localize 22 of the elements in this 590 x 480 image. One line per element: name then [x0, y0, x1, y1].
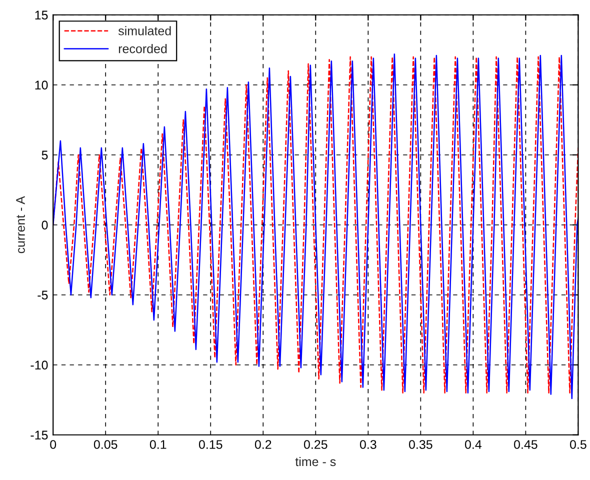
x-tick-label: 0.05 — [94, 440, 118, 449]
y-tick-label: -5 — [38, 290, 48, 300]
x-tick-label: 0.1 — [150, 440, 166, 449]
y-tick-label: 0 — [42, 220, 48, 230]
x-tick-label: 0.5 — [570, 440, 586, 449]
x-tick-label: 0.3 — [360, 440, 376, 449]
legend-label: recorded — [118, 44, 167, 54]
y-axis-title: current - A — [16, 196, 25, 254]
x-axis-title: time - s — [295, 456, 336, 466]
x-tick-label: 0 — [50, 440, 56, 449]
y-tick-label: 10 — [35, 80, 48, 90]
y-tick-label: 15 — [35, 10, 48, 20]
x-tick-label: 0.4 — [464, 440, 482, 449]
y-tick-label: -10 — [30, 360, 48, 370]
y-tick-label: 5 — [42, 150, 48, 160]
x-tick-label: 0.35 — [408, 440, 432, 449]
x-tick-label: 0.15 — [198, 440, 222, 449]
x-tick-label: 0.25 — [304, 440, 328, 449]
x-tick-label: 0.45 — [514, 440, 538, 449]
x-tick-label: 0.2 — [254, 440, 272, 449]
legend-label: simulated — [118, 26, 171, 36]
y-tick-label: -15 — [30, 430, 48, 440]
